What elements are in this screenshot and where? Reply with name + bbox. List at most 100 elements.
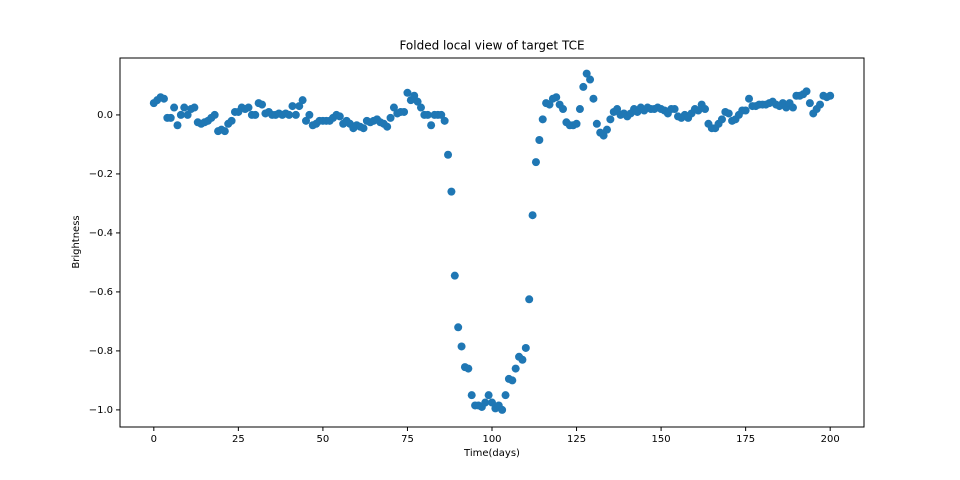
x-tick-label: 75 [401, 434, 414, 445]
point [498, 405, 507, 414]
point [701, 105, 710, 114]
point [251, 110, 260, 119]
point [403, 88, 412, 97]
point [599, 131, 608, 140]
point [531, 158, 540, 167]
point [717, 115, 726, 124]
y-tick-label: −0.6 [89, 287, 113, 298]
point [826, 91, 835, 100]
point [552, 93, 561, 102]
point [176, 110, 185, 119]
point [285, 110, 294, 119]
point [295, 102, 304, 111]
point [484, 391, 493, 400]
point [444, 150, 453, 159]
point [545, 100, 554, 109]
point [535, 136, 544, 144]
x-tick-label: 50 [317, 434, 330, 445]
point [586, 75, 595, 84]
point [298, 96, 307, 105]
point [288, 102, 297, 111]
point [450, 271, 459, 280]
point [511, 364, 520, 373]
point [244, 103, 253, 112]
point [724, 109, 733, 118]
point [335, 112, 344, 121]
point [572, 119, 581, 128]
point [575, 105, 584, 114]
point [427, 121, 436, 130]
point [400, 107, 409, 116]
point [457, 342, 466, 351]
x-tick-label: 100 [482, 434, 501, 445]
point [805, 99, 814, 108]
x-tick-label: 125 [567, 434, 586, 445]
point [291, 110, 300, 119]
point [410, 91, 419, 100]
point [788, 103, 797, 112]
point [582, 69, 591, 78]
point [302, 116, 310, 125]
point [183, 110, 192, 119]
point [481, 398, 490, 407]
point [423, 110, 432, 119]
point [602, 125, 611, 134]
y-axis-label: Brightness [71, 215, 82, 268]
point [173, 121, 182, 130]
point [190, 103, 199, 112]
point [447, 187, 456, 196]
point [220, 127, 229, 136]
point [170, 103, 179, 112]
point [508, 376, 517, 385]
point [166, 113, 175, 122]
point [454, 323, 463, 332]
point [416, 103, 425, 112]
point [592, 119, 601, 128]
point [488, 398, 496, 407]
point [741, 106, 750, 115]
point [538, 115, 547, 124]
point [305, 110, 314, 119]
point [528, 211, 537, 220]
x-tick-label: 200 [821, 434, 840, 445]
point [694, 106, 703, 115]
y-tick-label: −0.8 [89, 346, 113, 357]
point [579, 82, 588, 91]
y-tick-label: 0.0 [97, 110, 113, 121]
y-tick-label: −1.0 [89, 405, 113, 416]
point [440, 116, 449, 125]
x-tick-label: 0 [151, 434, 157, 445]
point [389, 103, 398, 112]
point [670, 105, 679, 114]
point [359, 124, 368, 133]
point [525, 295, 534, 304]
point [467, 391, 476, 400]
point [464, 364, 473, 373]
chart-title: Folded local view of target TCE [399, 39, 584, 53]
point [227, 116, 236, 125]
point [383, 122, 392, 131]
point [745, 94, 754, 103]
point [816, 100, 825, 109]
point [501, 391, 510, 400]
point [386, 113, 395, 122]
point [210, 110, 219, 119]
point [802, 87, 811, 96]
point [159, 94, 168, 103]
point [559, 105, 568, 114]
point [613, 105, 622, 114]
x-tick-label: 25 [232, 434, 245, 445]
y-tick-label: −0.4 [89, 228, 113, 239]
point [413, 97, 422, 106]
point [589, 94, 598, 103]
x-tick-label: 175 [736, 434, 755, 445]
point [437, 110, 446, 119]
point [180, 103, 189, 112]
point [518, 355, 527, 364]
point [258, 100, 267, 109]
x-axis-label: Time(days) [463, 448, 520, 459]
y-tick-label: −0.2 [89, 169, 113, 180]
point [606, 115, 615, 124]
